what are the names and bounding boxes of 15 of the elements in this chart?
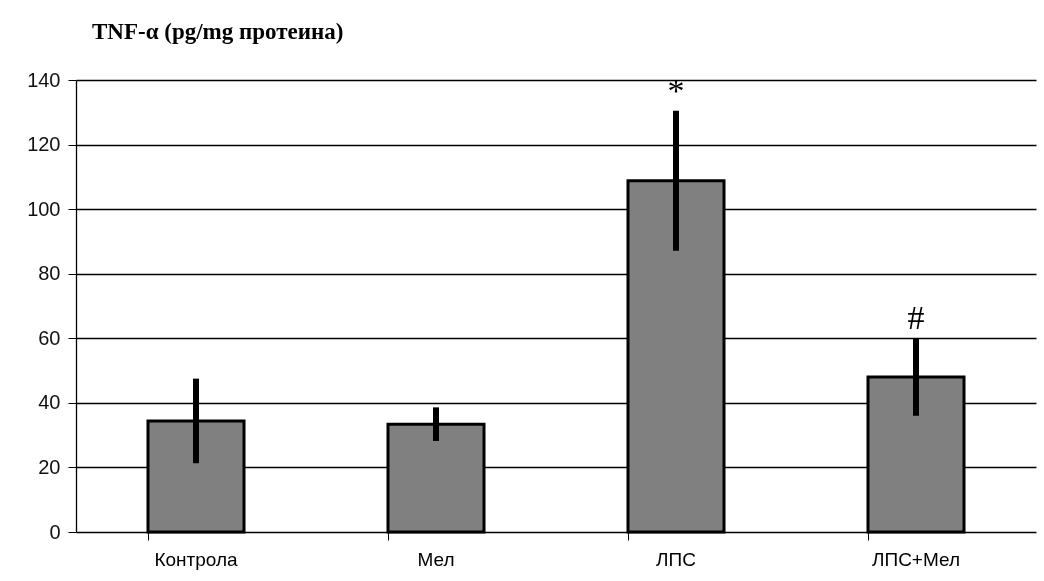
x-tick-label: ЛПС [656,548,696,570]
y-tick-label: 20 [38,455,61,478]
annotation: # [907,299,925,337]
y-tick-label: 80 [38,262,61,285]
y-tick-label: 60 [38,326,61,349]
y-tick-label: 0 [49,520,61,543]
y-tick-label: 140 [27,68,61,91]
annotation: * [667,71,685,109]
x-tick-label: Контрола [154,548,239,570]
y-tick-label: 100 [27,197,61,220]
y-tick-label: 40 [38,391,61,414]
chart-title: TNF-α (pg/mg протеина) [92,19,344,44]
x-tick-label: Мел [417,548,455,570]
x-tick-label: ЛПС+Мел [871,548,961,570]
y-tick-label: 120 [27,133,61,156]
